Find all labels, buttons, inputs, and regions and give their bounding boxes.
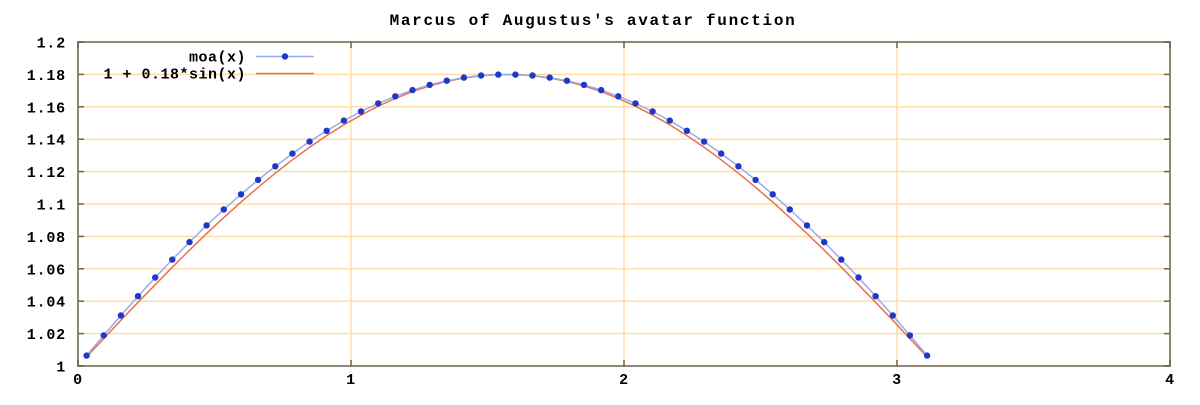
x-tick-label: 2 [619,372,629,389]
moa-point [769,191,776,198]
moa-point [735,163,742,170]
y-tick-label: 1.18 [27,68,66,85]
x-tick-label: 4 [1165,372,1175,389]
moa-point [580,81,588,89]
x-tick-label: 1 [346,372,356,389]
y-tick-labels: 1 1.02 1.04 1.06 1.08 1.1 1.12 1.14 1.16 1.18 1.2 [27,36,66,377]
y-tick-label: 1.02 [27,327,66,344]
series-moa [83,71,931,359]
legend-label-sine: 1 + 0.18*sin(x) [103,67,246,84]
moa-point [323,127,330,134]
moa-point [803,222,811,229]
moa-point [306,138,313,145]
moa-point [220,206,227,213]
moa-point [117,312,125,319]
y-tick-label: 1.14 [27,133,66,150]
moa-point [237,191,245,198]
moa-point [563,77,571,84]
legend-moa-sample-point [281,53,289,60]
moa-point [392,93,399,100]
moa-point [477,72,485,79]
moa-point [426,81,433,89]
moa-point [666,117,673,124]
chart-title: Marcus of Augustus's avatar function [390,12,797,30]
moa-point [340,117,348,124]
y-tick-label: 1.16 [27,100,66,117]
moa-point [443,77,450,84]
gridlines [78,42,1170,366]
moa-point [512,71,519,78]
moa-point [838,256,845,263]
moa-point [357,108,365,115]
tick-marks [77,41,1171,367]
series-sine [86,73,928,358]
moa-point [683,127,691,134]
legend-label-moa: moa(x) [189,50,246,67]
legend: moa(x) 1 + 0.18*sin(x) [103,50,314,84]
moa-point [460,74,468,81]
moa-curve [86,73,928,357]
sine-curve [86,73,928,358]
moa-point [786,206,793,213]
moa-point [409,86,416,94]
y-tick-label: 1.12 [27,165,66,182]
moa-point [718,150,725,157]
moa-point [289,150,296,157]
moa-point [889,312,896,319]
moa-point [83,352,90,359]
moa-point [821,238,828,246]
moa-point [872,293,879,300]
y-tick-label: 1.08 [27,230,66,247]
y-tick-label: 1.2 [37,36,66,53]
x-tick-label: 0 [73,372,83,389]
moa-point [855,274,862,281]
moa-point [529,72,536,79]
y-tick-label: 1 [56,360,66,377]
moa-point [632,100,639,107]
moa-point [152,274,159,281]
y-tick-label: 1.04 [27,295,66,312]
moa-point [186,238,193,246]
moa-point [649,108,656,115]
moa-point [254,176,262,184]
y-tick-label: 1.06 [27,262,66,279]
y-tick-label: 1.1 [37,198,66,215]
moa-point [100,332,107,339]
moa-point [134,293,142,300]
x-tick-labels: 0 1 2 3 4 [73,372,1175,389]
moa-point [906,332,914,339]
moa-point [546,74,553,81]
moa-point [615,93,622,100]
moa-point [700,138,708,145]
moa-point [752,176,759,184]
moa-point [495,71,502,78]
moa-point [169,256,176,263]
moa-point [375,100,382,107]
moa-point [203,222,210,229]
moa-point [923,352,931,359]
moa-point [272,163,279,170]
moa-point [598,86,605,94]
x-tick-label: 3 [892,372,902,389]
